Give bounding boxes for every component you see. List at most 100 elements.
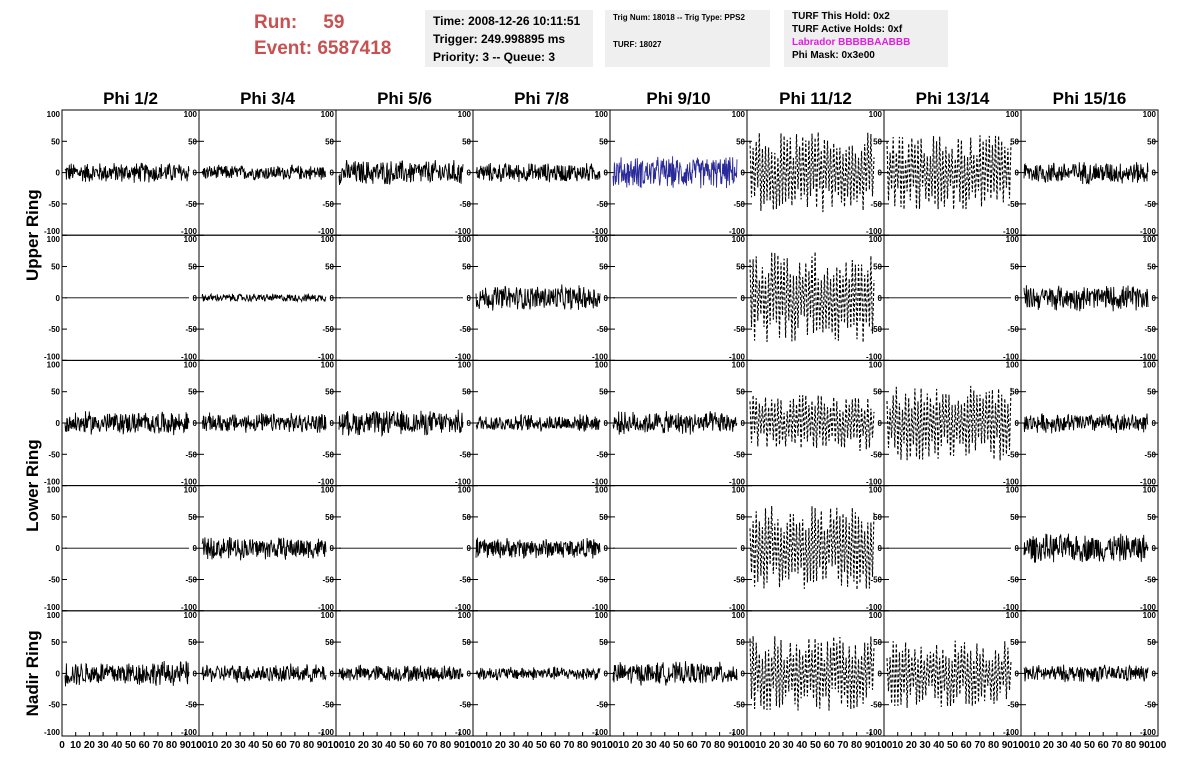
y-tick-label: 50 [599,513,608,522]
y-tick-label: 50 [325,263,334,272]
y-tick-label: -50 [322,450,334,459]
y-tick-label: -100 [181,478,198,487]
waveform-trace [749,395,875,452]
priority-text: Priority: 3 -- Queue: 3 [433,50,556,64]
turf-count-text: TURF: 18027 [613,40,662,49]
waveform-trace [201,412,327,433]
y-tick-label: 50 [1147,638,1156,647]
y-tick-label: -50 [733,576,745,585]
y-tick-label: -100 [181,728,198,737]
y-tick-label: -100 [1140,478,1157,487]
y-tick-label: 100 [732,486,746,495]
y-tick-label: -50 [48,576,60,585]
x-tick-label: 70 [1111,740,1123,751]
waveform-trace [201,663,327,683]
y-tick-label: 0 [330,544,335,553]
y-tick-label: -50 [733,325,745,334]
x-tick-label: 90 [180,740,192,751]
y-tick-label: 0 [741,669,746,678]
y-tick-label: 0 [878,294,883,303]
y-tick-label: 100 [732,611,746,620]
x-tick-label: 0 [744,740,750,751]
y-tick-label: 50 [599,263,608,272]
y-tick-label: 0 [330,419,335,428]
y-tick-label: 0 [330,169,335,178]
y-tick-label: 50 [873,513,882,522]
y-tick-label: 0 [1015,544,1020,553]
x-tick-label: 50 [947,740,959,751]
x-tick-label: 70 [563,740,575,751]
turf-active-holds: TURF Active Holds: 0xf [792,24,903,35]
y-tick-label: -50 [1144,325,1156,334]
x-tick-label: 90 [865,740,877,751]
x-tick-label: 0 [881,740,887,751]
y-tick-label: 50 [599,137,608,146]
y-tick-label: 100 [47,110,61,119]
y-tick-label: -50 [459,200,471,209]
x-tick-label: 60 [413,740,425,751]
y-tick-label: 50 [188,388,197,397]
y-tick-label: -100 [1140,352,1157,361]
x-tick-label: 20 [358,740,370,751]
y-tick-label: -100 [44,352,61,361]
y-tick-label: 100 [1006,110,1020,119]
y-tick-label: -50 [48,325,60,334]
y-tick-label: 100 [458,235,472,244]
x-tick-label: 0 [333,740,339,751]
y-tick-label: -50 [596,200,608,209]
y-tick-label: 0 [741,419,746,428]
y-tick-label: 0 [1015,669,1020,678]
x-tick-label: 30 [783,740,795,751]
y-tick-label: -100 [592,603,609,612]
y-tick-label: 0 [741,544,746,553]
y-tick-label: 100 [1006,360,1020,369]
y-tick-label: 50 [1147,263,1156,272]
column-header: Phi 11/12 [779,89,852,108]
x-tick-label: 0 [59,740,65,751]
y-tick-label: -100 [455,728,472,737]
x-tick-label: 60 [687,740,699,751]
y-tick-label: -50 [1007,701,1019,710]
y-tick-label: 100 [184,486,198,495]
y-tick-label: 50 [325,137,334,146]
y-tick-label: 50 [736,388,745,397]
x-tick-label: 40 [248,740,260,751]
x-tick-label: 80 [988,740,1000,751]
time-text: Time: 2008-12-26 10:11:51 [433,14,581,28]
waveform-trace [886,135,1012,210]
y-tick-label: 100 [869,110,883,119]
y-tick-label: 0 [56,544,61,553]
y-tick-label: 0 [1152,544,1157,553]
y-tick-label: 50 [873,263,882,272]
y-tick-label: -50 [870,325,882,334]
x-tick-label: 30 [372,740,384,751]
x-tick-label: 40 [1070,740,1082,751]
event-line: Event: 6587418 [254,36,391,62]
y-tick-label: 100 [1143,360,1157,369]
y-tick-label: 50 [188,137,197,146]
phi-mask-text: Phi Mask: 0x3e00 [792,50,875,61]
y-tick-label: -50 [1144,450,1156,459]
x-tick-label: 80 [166,740,178,751]
waveform-trace [749,505,875,590]
y-tick-label: 100 [184,235,198,244]
x-tick-label: 20 [906,740,918,751]
waveform-trace [612,156,738,189]
y-tick-label: 100 [732,235,746,244]
y-tick-label: 50 [188,513,197,522]
y-tick-label: -50 [1007,450,1019,459]
x-tick-label: 60 [276,740,288,751]
y-tick-label: 100 [869,235,883,244]
x-tick-label: 60 [550,740,562,751]
y-tick-label: -50 [1007,325,1019,334]
x-tick-label: 0 [1018,740,1024,751]
y-tick-label: 50 [1147,513,1156,522]
y-tick-label: -100 [318,478,335,487]
x-tick-label: 40 [933,740,945,751]
x-tick-label: 10 [1029,740,1041,751]
y-tick-label: 50 [188,638,197,647]
y-tick-label: 100 [869,611,883,620]
x-tick-label: 90 [1002,740,1014,751]
turf-info-box: TURF This Hold: 0x2 TURF Active Holds: 0… [784,10,948,67]
waveform-trace [1023,413,1149,434]
